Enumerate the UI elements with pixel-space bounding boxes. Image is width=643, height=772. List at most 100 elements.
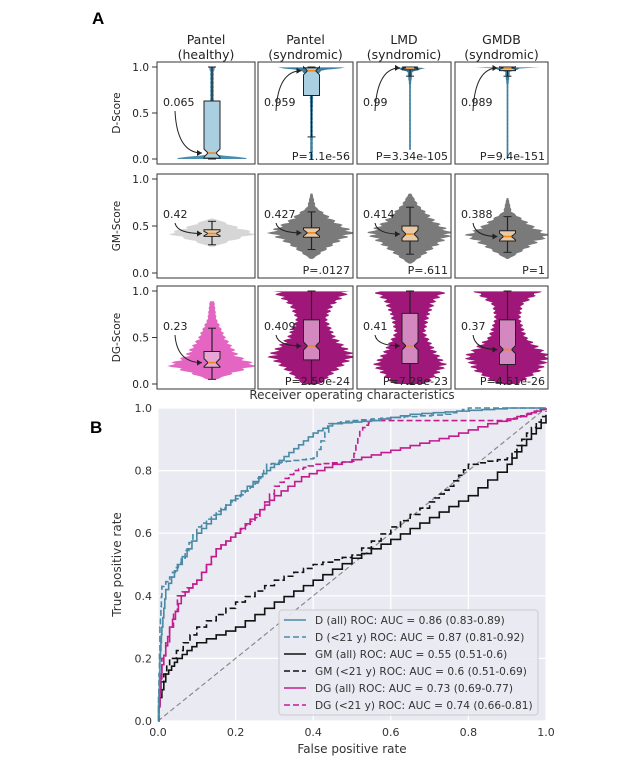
arrowhead-icon — [296, 229, 302, 236]
panel-frame — [454, 173, 549, 279]
violin-body — [266, 193, 353, 259]
violin-panel: 0.42 — [156, 173, 256, 279]
column-title: LMD (syndromic) — [367, 32, 442, 62]
legend-entry: GM (<21 y) ROC: AUC = 0.6 (0.51-0.69) — [315, 666, 527, 678]
column-title-line: (syndromic) — [367, 47, 442, 62]
violin-body — [475, 67, 540, 159]
y-tick-label: 0.5 — [132, 333, 149, 345]
median-annotation: 0.23 — [163, 320, 188, 333]
median-annotation: 0.065 — [163, 96, 195, 109]
panel-frame — [454, 61, 549, 165]
panel-frame — [156, 173, 256, 279]
violin-panel: 0.065 — [156, 61, 256, 165]
y-tick-label: 0.2 — [135, 652, 153, 665]
y-tick-label: 0.0 — [135, 715, 153, 728]
panel-frame — [356, 61, 452, 165]
violin-panel: 0.388 P=1 — [454, 173, 549, 279]
median-annotation: 0.989 — [461, 96, 493, 109]
arrowhead-icon — [296, 342, 302, 349]
y-tick-label: 0.0 — [132, 154, 149, 166]
violin-panel: 0.409 P=2.59e-24 — [257, 285, 354, 390]
median-annotation: 0.427 — [264, 208, 296, 221]
column-title-line: LMD — [390, 32, 417, 47]
y-tick-label: 1.0 — [135, 402, 153, 415]
box — [203, 350, 221, 368]
panel-frame — [356, 173, 452, 279]
panel-frame — [257, 285, 354, 390]
violin-panel: 0.959 P=1.1e-56 — [257, 61, 354, 165]
p-value: P=2.59e-24 — [285, 375, 350, 388]
box — [401, 312, 419, 365]
x-tick-label: 0.4 — [304, 726, 322, 739]
violin-panel: 0.989 P=9.4e-151 — [454, 61, 549, 165]
column-title-line: Pantel — [286, 32, 325, 47]
median-annotation: 0.42 — [163, 208, 188, 221]
column-title: Pantel (syndromic) — [268, 32, 343, 62]
p-value: P=.611 — [408, 264, 448, 277]
x-tick-label: 0.6 — [382, 726, 400, 739]
legend-entry: GM (all) ROC: AUC = 0.55 (0.51-0.6) — [315, 649, 507, 661]
legend: D (all) ROC: AUC = 0.86 (0.83-0.89) D (<2… — [278, 609, 539, 716]
panel-frame — [156, 61, 256, 165]
roc-curve-2 — [158, 417, 547, 707]
legend-entry: DG (all) ROC: AUC = 0.73 (0.69-0.77) — [315, 683, 513, 695]
arrowhead-icon — [395, 64, 400, 71]
legend-entry: DG (<21 y) ROC: AUC = 0.74 (0.66-0.81) — [315, 700, 533, 712]
y-tick-label: 0.5 — [132, 108, 149, 120]
y-tick-label: 0.5 — [132, 221, 149, 233]
column-title-line: (syndromic) — [464, 47, 539, 62]
arrowhead-icon — [296, 67, 302, 74]
arrowhead-icon — [492, 233, 498, 240]
arrowhead-icon — [492, 346, 498, 353]
panel-frame — [257, 173, 354, 279]
median-annotation: 0.37 — [461, 320, 486, 333]
y-tick-label: 1.0 — [132, 286, 149, 298]
median-annotation: 0.409 — [264, 320, 296, 333]
annotation-arrow — [174, 110, 203, 154]
chart-title: Receiver operating characteristics — [249, 388, 454, 402]
median-annotation: 0.41 — [363, 320, 388, 333]
y-tick-label: 0.4 — [135, 590, 153, 603]
p-value: P=4.51e-26 — [480, 375, 545, 388]
violin-body — [464, 197, 548, 259]
roc-chart: 0.00.0 0.2 0.2 0.4 0.4 0.6 0.6 0.8 0.8 1.0 1.0 Rece… — [110, 388, 555, 756]
arrowhead-icon — [395, 342, 400, 349]
panel-frame — [454, 285, 549, 390]
median-annotation: 0.414 — [363, 208, 395, 221]
arrowhead-icon — [197, 230, 202, 237]
roc-curve-5 — [158, 407, 547, 722]
y-tick-label: 1.0 — [132, 174, 149, 186]
p-value: P=7.28e-23 — [383, 375, 448, 388]
violin-panel: 0.37 P=4.51e-26 — [454, 285, 549, 390]
legend-entry: D (<21 y) ROC: AUC = 0.87 (0.81-0.92) — [315, 632, 524, 644]
median-annotation: 0.388 — [461, 208, 493, 221]
panel-frame — [156, 285, 256, 390]
y-tick-label: 0.8 — [135, 465, 153, 478]
y-axis-label: D-Score — [111, 92, 123, 133]
violin-panel: 0.41 P=7.28e-23 — [356, 285, 452, 390]
p-value: P=9.4e-151 — [480, 150, 545, 163]
column-title-line: GMDB — [482, 32, 521, 47]
x-tick-label: 0.8 — [460, 726, 478, 739]
violin-grid: Pantel (healthy)Pantel (syndromic)LMD (synd… — [111, 32, 549, 391]
panel-frame — [257, 61, 354, 165]
x-tick-label: 0.0 — [149, 726, 167, 739]
column-title-line: (syndromic) — [268, 47, 343, 62]
y-tick-label: 1.0 — [132, 62, 149, 74]
p-value: P=.0127 — [303, 264, 350, 277]
column-title-line: (healthy) — [178, 47, 235, 62]
box — [303, 319, 320, 361]
violin-panel: 0.23 — [156, 285, 256, 390]
median-annotation: 0.959 — [264, 96, 296, 109]
roc-curve-3 — [158, 411, 547, 691]
column-title-line: Pantel — [187, 32, 226, 47]
column-title: GMDB (syndromic) — [464, 32, 539, 62]
panel-frame — [356, 285, 452, 390]
p-value: P=3.34e-105 — [376, 150, 448, 163]
x-axis-label: False positive rate — [297, 742, 406, 756]
arrowhead-icon — [492, 65, 498, 72]
y-axis-label: True positive rate — [110, 512, 124, 618]
y-axis-label: GM-Score — [111, 201, 123, 251]
legend-entry: D (all) ROC: AUC = 0.86 (0.83-0.89) — [315, 615, 505, 627]
